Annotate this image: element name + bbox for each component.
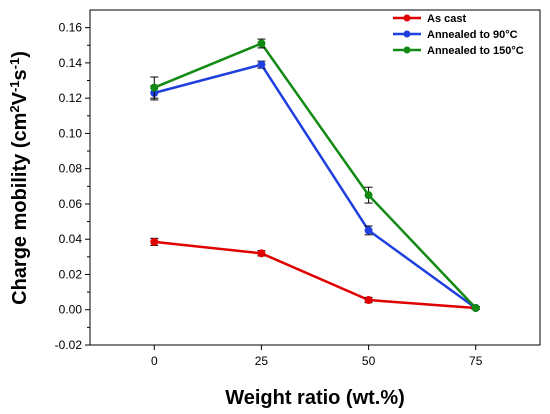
- data-point: [471, 303, 480, 312]
- series-1: [150, 60, 480, 312]
- series-line: [153, 42, 477, 309]
- plot-frame: [89, 9, 541, 346]
- legend-label: As cast: [427, 13, 466, 25]
- legend-swatch-marker: [403, 14, 411, 22]
- x-tick-label: 25: [255, 354, 269, 368]
- data-point: [257, 249, 266, 258]
- y-tick-label: 0.16: [59, 21, 83, 35]
- x-axis-ticks: 0 25 50 75: [151, 345, 483, 368]
- data-point: [150, 237, 159, 246]
- x-axis-label: Weight ratio (wt.%): [225, 387, 405, 409]
- legend-swatch-marker: [403, 46, 411, 54]
- legend: As cast Annealed to 90°C Annealed to 150°C: [393, 13, 524, 57]
- series-line: [154, 240, 476, 310]
- data-point: [364, 191, 373, 200]
- data-point: [257, 39, 266, 48]
- series-2: [150, 38, 480, 312]
- y-axis-ticks: -0.02 0.00 0.02 0.04 0.06 0.08 0.10 0.12 0.14 0.1…: [55, 21, 90, 352]
- y-tick-label: -0.02: [55, 338, 83, 352]
- series-layer: [150, 38, 480, 312]
- y-tick-label: 0.14: [59, 56, 83, 70]
- y-tick-label: 0.12: [59, 91, 83, 105]
- data-point: [364, 226, 373, 235]
- y-tick-label: 0.10: [59, 126, 83, 140]
- y-tick-label: 0.02: [59, 267, 83, 281]
- data-point: [257, 60, 266, 69]
- legend-label: Annealed to 150°C: [427, 45, 524, 57]
- y-axis-label: Charge mobility (cm2V-1s-1): [7, 51, 32, 305]
- x-tick-label: 0: [151, 354, 158, 368]
- data-point: [364, 296, 373, 305]
- data-point: [150, 83, 159, 92]
- y-tick-label: 0.06: [59, 197, 83, 211]
- series-line: [153, 63, 477, 309]
- x-tick-label: 75: [469, 354, 483, 368]
- legend-label: Annealed to 90°C: [427, 29, 518, 41]
- y-tick-label: 0.04: [59, 232, 83, 246]
- y-tick-label: 0.00: [59, 303, 83, 317]
- legend-swatch-marker: [403, 30, 411, 38]
- y-tick-label: 0.08: [59, 162, 83, 176]
- x-tick-label: 50: [362, 354, 376, 368]
